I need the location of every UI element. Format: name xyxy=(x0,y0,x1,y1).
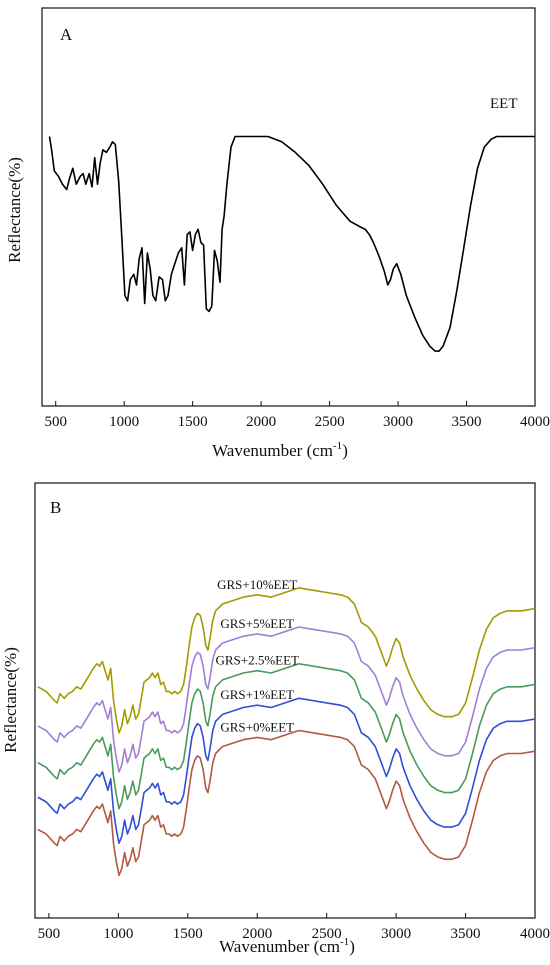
panel-a-curves xyxy=(48,135,535,352)
panel-b-y-axis-label: Reflectance(%) xyxy=(1,647,20,753)
series-label: GRS+10%EET xyxy=(217,577,297,592)
x-tick-label: 500 xyxy=(44,414,67,430)
series-line xyxy=(37,587,536,734)
x-tick-label: 1500 xyxy=(178,414,208,430)
panel-b-x-axis-label: Wavenumber (cm-1) xyxy=(219,936,355,956)
x-tick-label: 2000 xyxy=(242,926,272,942)
series-label: GRS+1%EET xyxy=(220,687,294,702)
panel-a: A EET 500 1000 1500 2000 2500 3000 3500 4000 Re… xyxy=(5,7,550,460)
x-tick-label: 3000 xyxy=(383,414,413,430)
x-tick-label: 4000 xyxy=(520,926,550,942)
series-line xyxy=(37,626,536,773)
x-tick-label: 2000 xyxy=(246,414,276,430)
panel-b-curves xyxy=(37,587,536,877)
x-tick-label: 1000 xyxy=(109,414,139,430)
series-line xyxy=(37,663,536,810)
panel-a-label: A xyxy=(60,25,73,44)
x-tick-label: 2500 xyxy=(315,414,345,430)
panel-b-series-labels: GRS+10%EET GRS+5%EET GRS+2.5%EET GRS+1%EET G… xyxy=(215,577,299,735)
panel-b-label: B xyxy=(50,498,61,517)
x-tick-label: 500 xyxy=(38,926,61,942)
series-label: GRS+0%EET xyxy=(220,719,294,734)
panel-a-x-axis-label: Wavenumber (cm-1) xyxy=(212,440,348,460)
series-line xyxy=(37,729,536,877)
series-line xyxy=(37,697,536,844)
panel-a-y-axis-label: Reflectance(%) xyxy=(5,157,24,263)
x-tick-label: 2500 xyxy=(312,926,342,942)
x-tick-label: 1000 xyxy=(103,926,133,942)
x-tick-label: 1500 xyxy=(173,926,203,942)
series-label: GRS+2.5%EET xyxy=(215,653,299,668)
x-tick-label: 3500 xyxy=(451,926,481,942)
panel-b: B 500 1000 1500 2000 2500 3000 3500 4000 GRS+10… xyxy=(1,482,550,956)
panel-a-x-ticks: 500 1000 1500 2000 2500 3000 3500 4000 xyxy=(44,401,550,430)
panel-b-frame xyxy=(34,482,536,919)
panel-a-series-label: EET xyxy=(490,96,518,112)
x-tick-label: 4000 xyxy=(520,414,550,430)
x-tick-label: 3500 xyxy=(452,414,482,430)
x-tick-label: 3000 xyxy=(381,926,411,942)
panel-b-x-ticks: 500 1000 1500 2000 2500 3000 3500 4000 xyxy=(38,913,550,942)
series-line-eet xyxy=(48,135,535,352)
panel-a-frame xyxy=(41,7,536,407)
series-label: GRS+5%EET xyxy=(220,616,294,631)
